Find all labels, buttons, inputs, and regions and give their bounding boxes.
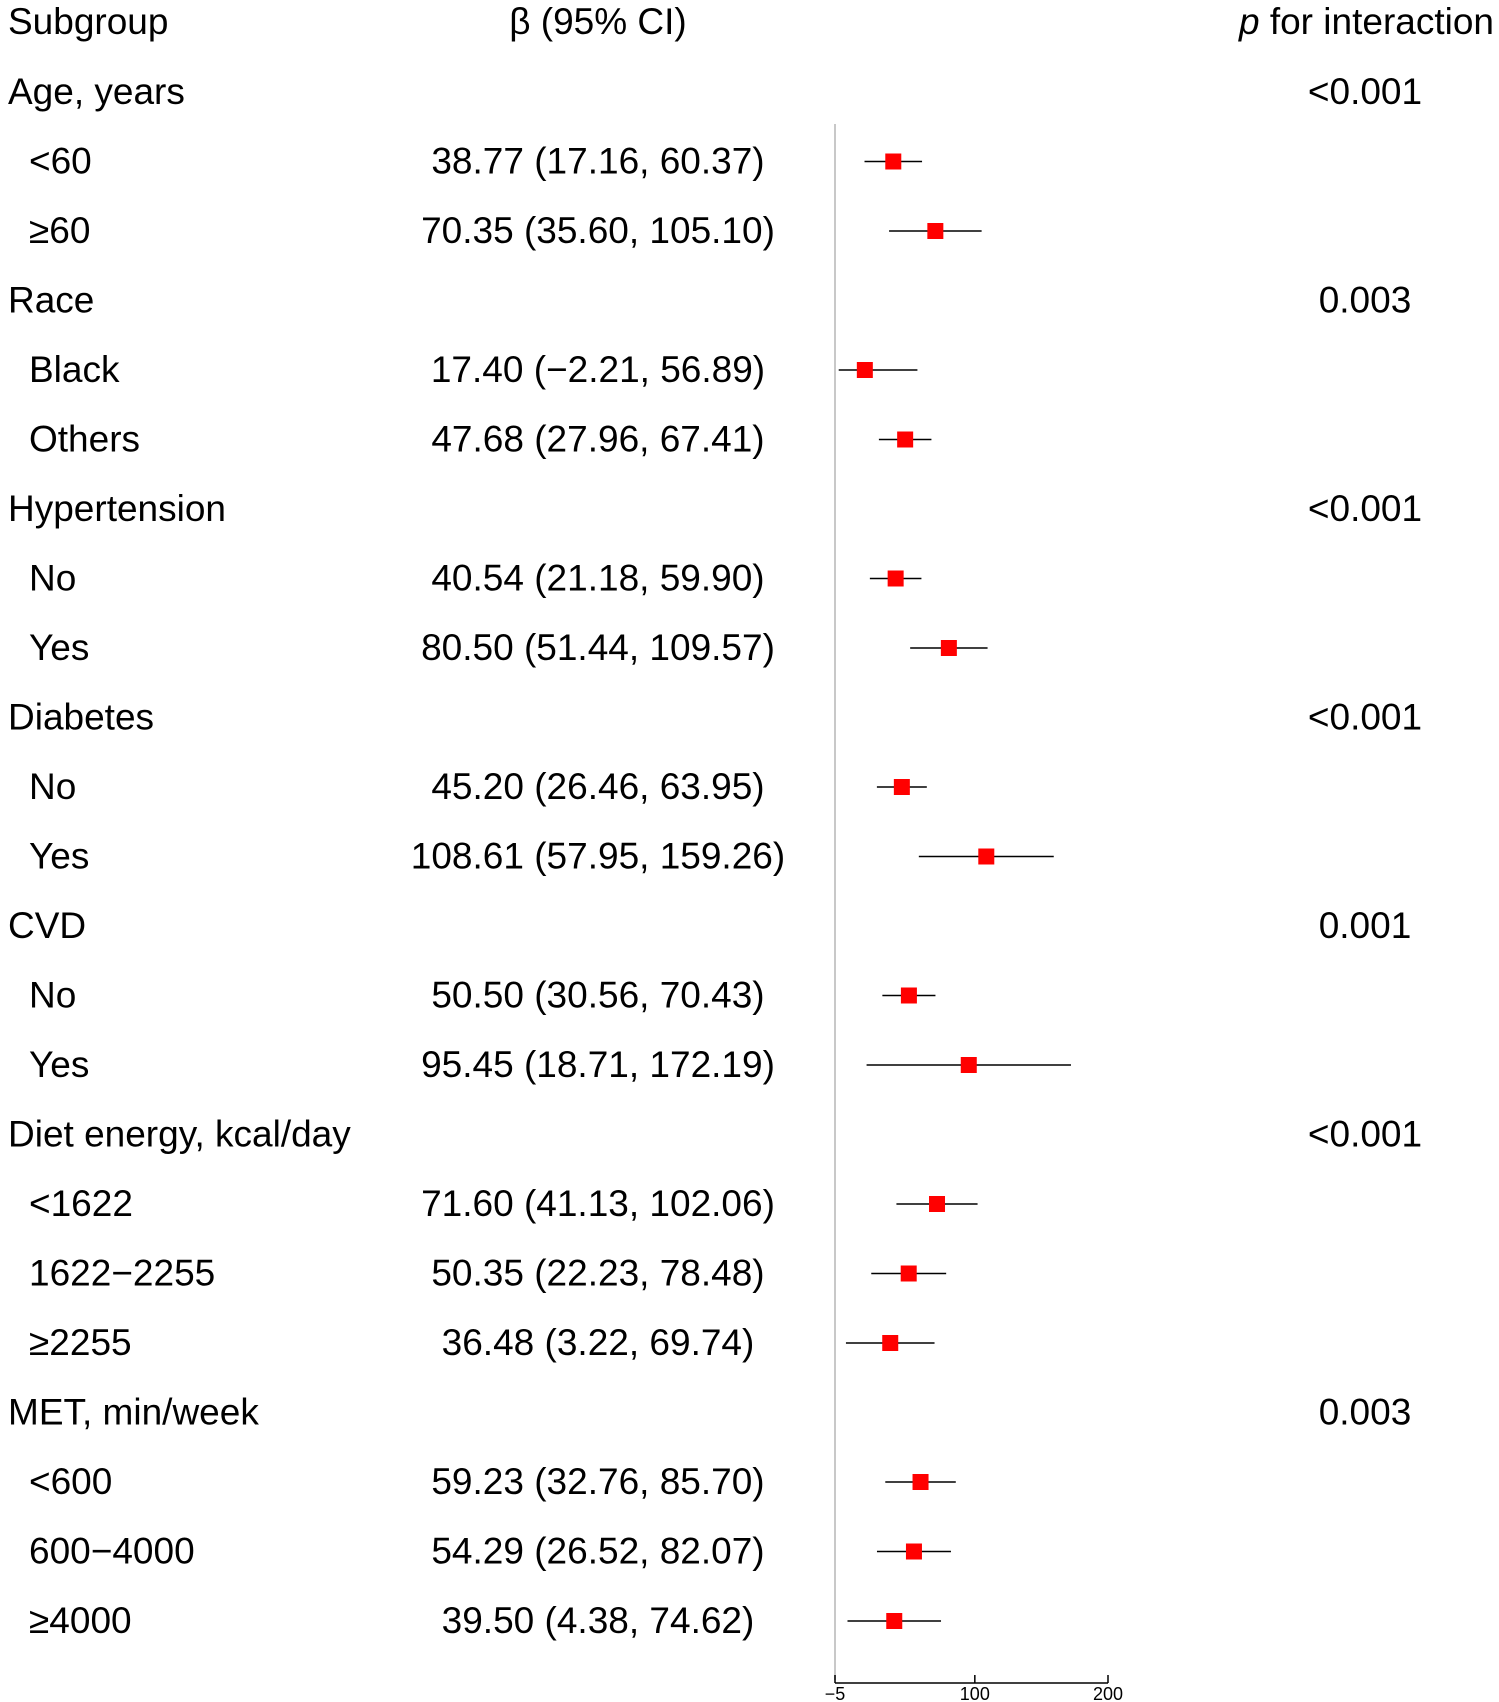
- beta-ci-value: 39.50 (4.38, 74.62): [442, 1600, 755, 1641]
- beta-ci-value: 47.68 (27.96, 67.41): [431, 419, 764, 460]
- p-interaction-value: <0.001: [1308, 697, 1422, 738]
- header-p-italic: p: [1238, 1, 1260, 42]
- subgroup-level-label: Yes: [29, 627, 89, 668]
- point-estimate-marker: [927, 223, 944, 239]
- subgroup-level-label: <1622: [29, 1183, 133, 1224]
- table-rows: Age, years <0.001 <60 38.77 (17.16, 60.37) ≥…: [8, 71, 1422, 1641]
- beta-ci-value: 17.40 (−2.21, 56.89): [431, 349, 765, 390]
- point-estimate-marker: [897, 431, 914, 448]
- subgroup-level-label: ≥4000: [29, 1600, 132, 1641]
- point-estimate-marker: [900, 987, 917, 1004]
- point-estimate-marker: [886, 1613, 903, 1629]
- point-estimate-marker: [900, 1265, 917, 1282]
- point-estimate-marker: [885, 153, 902, 170]
- beta-ci-value: 71.60 (41.13, 102.06): [421, 1183, 775, 1224]
- header-subgroup: Subgroup: [8, 1, 168, 42]
- point-estimate-marker: [905, 1543, 922, 1560]
- subgroup-header: Diet energy, kcal/day: [8, 1114, 351, 1155]
- x-tick-label: −5: [825, 1684, 846, 1702]
- subgroup-level-label: ≥60: [29, 210, 90, 251]
- subgroup-level-label: 600−4000: [29, 1531, 195, 1572]
- p-interaction-value: <0.001: [1308, 71, 1422, 112]
- beta-ci-value: 108.61 (57.95, 159.26): [411, 836, 785, 877]
- beta-ci-value: 38.77 (17.16, 60.37): [431, 141, 764, 182]
- subgroup-header: Diabetes: [8, 697, 154, 738]
- beta-ci-value: 40.54 (21.18, 59.90): [431, 558, 764, 599]
- beta-ci-value: 50.35 (22.23, 78.48): [431, 1253, 764, 1294]
- header-p-interaction: p for interaction: [1238, 1, 1494, 42]
- header-p-rest: for interaction: [1260, 1, 1494, 42]
- subgroup-level-label: 1622−2255: [29, 1253, 215, 1294]
- p-interaction-value: <0.001: [1308, 488, 1422, 529]
- header-beta-ci: β (95% CI): [509, 1, 687, 42]
- beta-ci-value: 80.50 (51.44, 109.57): [421, 627, 775, 668]
- subgroup-level-label: Black: [29, 349, 120, 390]
- plot-area: [834, 124, 1071, 1680]
- p-interaction-value: 0.003: [1319, 1392, 1412, 1433]
- point-estimate-marker: [940, 640, 957, 656]
- p-interaction-value: 0.003: [1319, 280, 1412, 321]
- p-interaction-value: <0.001: [1308, 1114, 1422, 1155]
- subgroup-level-label: Yes: [29, 1044, 89, 1085]
- point-estimate-marker: [887, 570, 904, 587]
- subgroup-header: CVD: [8, 905, 86, 946]
- point-estimate-marker: [960, 1057, 977, 1073]
- x-tick-label: 200: [1093, 1684, 1123, 1702]
- beta-ci-value: 50.50 (30.56, 70.43): [431, 975, 764, 1016]
- point-estimate-marker: [929, 1196, 946, 1212]
- subgroup-level-label: No: [29, 558, 76, 599]
- point-estimate-marker: [882, 1335, 899, 1351]
- beta-ci-value: 95.45 (18.71, 172.19): [421, 1044, 775, 1085]
- beta-ci-value: 45.20 (26.46, 63.95): [431, 766, 764, 807]
- subgroup-header: Race: [8, 280, 94, 321]
- beta-ci-value: 59.23 (32.76, 85.70): [431, 1461, 764, 1502]
- x-axis: −5 100 200: [825, 1675, 1123, 1702]
- beta-ci-value: 70.35 (35.60, 105.10): [421, 210, 775, 251]
- subgroup-level-label: <60: [29, 141, 92, 182]
- subgroup-level-label: Yes: [29, 836, 89, 877]
- point-estimate-marker: [978, 848, 995, 865]
- point-estimate-marker: [856, 362, 873, 378]
- p-interaction-value: 0.001: [1319, 905, 1412, 946]
- point-estimate-marker: [912, 1474, 929, 1490]
- beta-ci-value: 54.29 (26.52, 82.07): [431, 1531, 764, 1572]
- subgroup-header: Hypertension: [8, 488, 226, 529]
- subgroup-header: MET, min/week: [8, 1392, 259, 1433]
- subgroup-level-label: Others: [29, 419, 140, 460]
- subgroup-level-label: ≥2255: [29, 1322, 132, 1363]
- beta-ci-value: 36.48 (3.22, 69.74): [442, 1322, 755, 1363]
- subgroup-header: Age, years: [8, 71, 185, 112]
- subgroup-level-label: No: [29, 975, 76, 1016]
- subgroup-level-label: No: [29, 766, 76, 807]
- point-estimate-marker: [893, 779, 910, 795]
- subgroup-level-label: <600: [29, 1461, 112, 1502]
- x-tick-label: 100: [960, 1684, 990, 1702]
